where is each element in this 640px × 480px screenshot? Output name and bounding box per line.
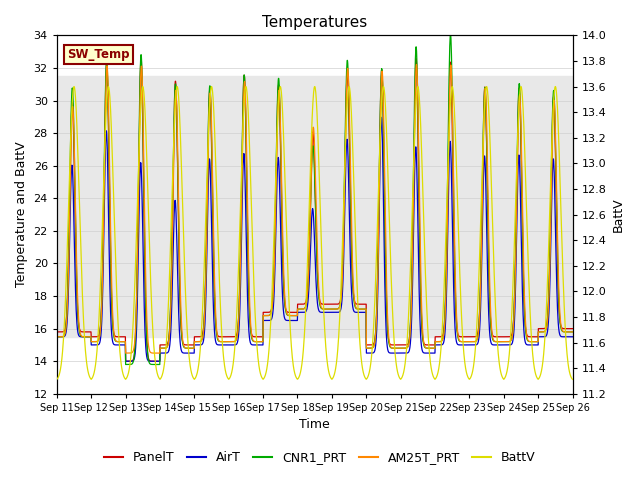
Legend: PanelT, AirT, CNR1_PRT, AM25T_PRT, BattV: PanelT, AirT, CNR1_PRT, AM25T_PRT, BattV bbox=[99, 446, 541, 469]
Text: SW_Temp: SW_Temp bbox=[67, 48, 130, 61]
Title: Temperatures: Temperatures bbox=[262, 15, 367, 30]
Y-axis label: Temperature and BattV: Temperature and BattV bbox=[15, 142, 28, 288]
Y-axis label: BattV: BattV bbox=[612, 197, 625, 232]
X-axis label: Time: Time bbox=[300, 419, 330, 432]
Bar bbox=[57, 76, 573, 337]
